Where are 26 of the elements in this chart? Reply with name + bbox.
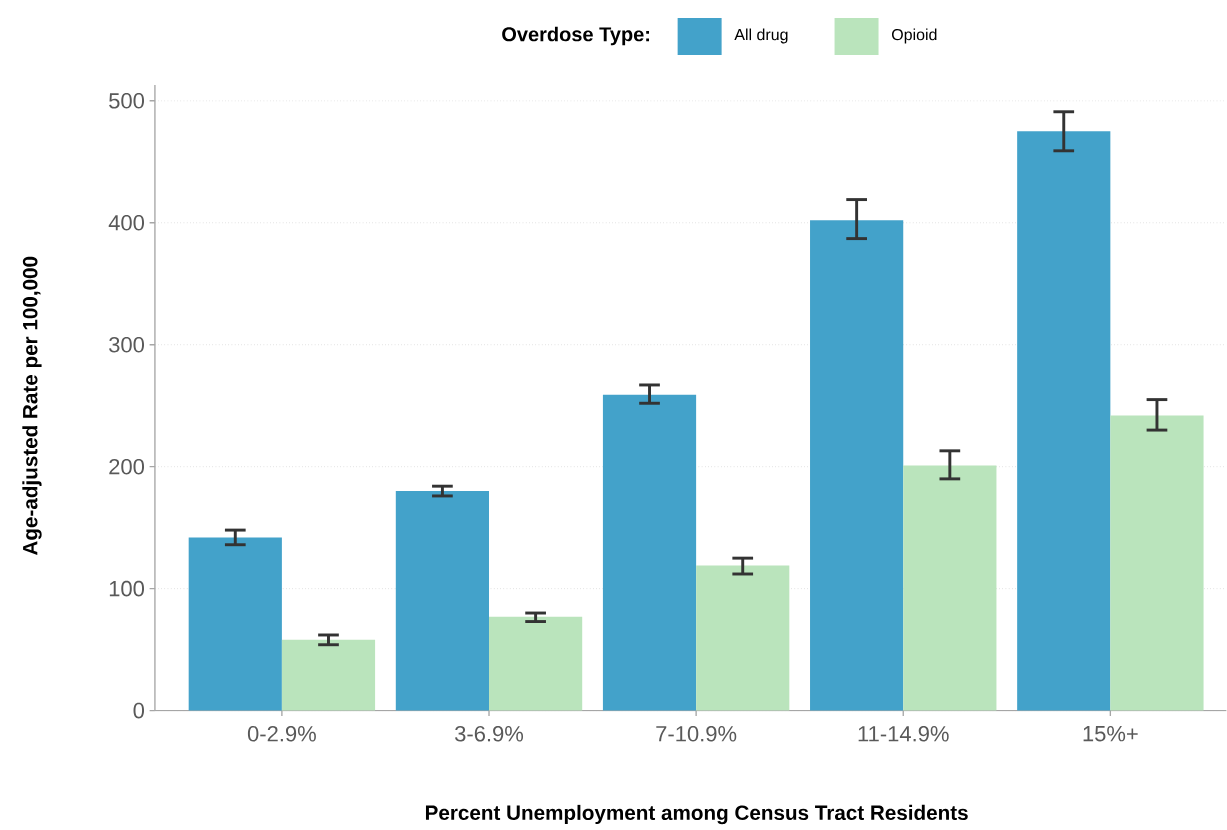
bar <box>489 616 583 711</box>
bar <box>903 465 997 711</box>
bar <box>188 537 282 711</box>
bar <box>602 394 697 711</box>
bar <box>1017 131 1111 711</box>
y-tick-label: 300 <box>109 337 145 353</box>
y-tick-label: 200 <box>109 459 145 475</box>
legend-title: Overdose Type: <box>502 26 650 46</box>
legend-label: Opioid <box>891 28 937 44</box>
y-tick-label: 0 <box>133 703 145 719</box>
bar <box>281 640 376 711</box>
x-tick-label: 0-2.9% <box>247 726 316 742</box>
bar <box>810 220 904 711</box>
y-tick-label: 500 <box>109 93 145 109</box>
x-tick-label: 11-14.9% <box>858 726 949 742</box>
bar <box>395 491 490 711</box>
y-tick-label: 400 <box>108 215 145 231</box>
y-axis-title: Age-adjusted Rate per 100,000 <box>22 257 42 556</box>
y-tick-label: 100 <box>109 581 145 597</box>
bar <box>1110 415 1204 711</box>
legend-label: All drug <box>734 28 788 44</box>
x-tick-label: 3-6.9% <box>455 726 524 742</box>
x-tick-label: 7-10.9% <box>656 726 737 742</box>
bar <box>696 565 790 711</box>
x-tick-label: 15%+ <box>1083 726 1138 742</box>
x-axis-title: Percent Unemployment among Census Tract Residents <box>425 805 968 825</box>
